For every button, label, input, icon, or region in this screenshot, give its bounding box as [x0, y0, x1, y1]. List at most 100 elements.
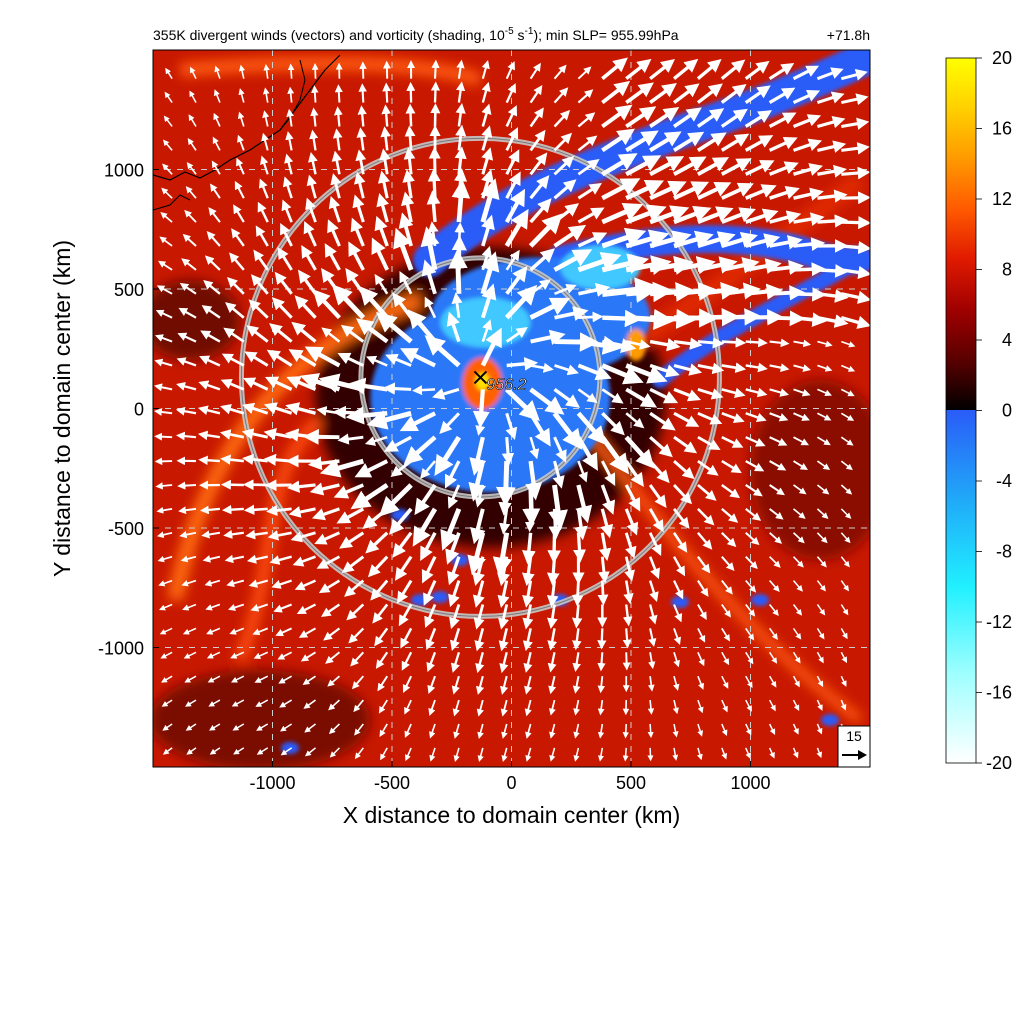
wind-vector — [156, 506, 173, 514]
wind-vector — [745, 337, 768, 348]
wind-vector — [697, 603, 707, 621]
wind-vector — [451, 179, 471, 223]
wind-vector — [601, 178, 641, 201]
wind-vector — [371, 237, 389, 271]
wind-vector — [186, 747, 197, 755]
wind-vector — [817, 264, 849, 278]
wind-vector — [793, 287, 827, 302]
wind-vector — [577, 182, 602, 200]
wind-vector — [840, 412, 855, 421]
wind-vector — [792, 138, 823, 152]
wind-vector — [156, 285, 173, 295]
y-tick-label: 1000 — [104, 161, 144, 181]
wind-vector — [649, 363, 680, 378]
wind-vector — [792, 627, 802, 640]
wind-vector — [648, 604, 658, 625]
wind-vector — [447, 484, 461, 509]
wind-vector — [366, 355, 388, 367]
wind-vector — [306, 174, 317, 199]
wind-vector — [505, 265, 528, 295]
wind-vector — [380, 747, 388, 761]
wind-vector — [792, 65, 820, 81]
wind-vector — [817, 388, 832, 397]
wind-vector — [793, 412, 810, 421]
wind-vector — [501, 437, 515, 466]
wind-vector — [382, 82, 391, 103]
wind-vector — [246, 325, 269, 343]
wind-vector — [575, 484, 593, 524]
wind-vector — [673, 387, 702, 402]
wind-vector — [816, 91, 845, 105]
wind-vector — [648, 484, 667, 509]
wind-vector — [841, 117, 870, 130]
wind-vector — [549, 723, 556, 739]
wind-vector — [744, 135, 774, 152]
wind-vector — [792, 651, 801, 664]
wind-vector — [452, 699, 460, 717]
wind-vector — [454, 222, 465, 247]
wind-vector — [285, 402, 316, 416]
wind-vector — [625, 130, 659, 153]
wind-vector — [424, 335, 461, 368]
wind-vector — [500, 675, 509, 695]
negative-spot — [431, 591, 449, 603]
wind-vector — [525, 747, 532, 762]
wind-vector — [529, 248, 556, 272]
wind-vector — [161, 187, 173, 199]
wind-vector — [399, 270, 413, 295]
wind-vector — [210, 183, 221, 199]
wind-vector — [649, 180, 687, 201]
wind-vector — [298, 627, 317, 638]
wind-vector — [553, 87, 569, 104]
y-tick-label: -500 — [108, 519, 144, 539]
wind-vector — [816, 651, 824, 664]
wind-vector — [696, 132, 727, 152]
wind-vector — [155, 309, 173, 319]
wind-vector — [720, 133, 750, 152]
wind-vector — [469, 436, 487, 476]
coastline-path — [153, 194, 191, 211]
wind-vector — [744, 60, 770, 80]
wind-vector — [412, 385, 436, 396]
wind-vector — [697, 256, 738, 274]
wind-vector — [817, 314, 849, 328]
wind-vector — [597, 699, 605, 716]
wind-vector — [697, 699, 704, 714]
wind-vector — [840, 532, 851, 544]
wind-vector — [333, 106, 343, 127]
wind-vector — [697, 459, 719, 476]
dark-region — [153, 280, 240, 360]
x-tick-label: 0 — [506, 773, 516, 793]
wind-vector — [745, 362, 768, 373]
wind-vector — [505, 249, 520, 271]
storm-center-x — [473, 370, 488, 385]
wind-vector — [622, 628, 632, 649]
wind-vector — [577, 112, 596, 128]
wind-vector — [374, 215, 389, 247]
wind-vector — [624, 508, 639, 536]
wind-vector — [817, 340, 833, 348]
wind-vector — [454, 168, 468, 199]
wind-vector — [817, 164, 847, 178]
wind-vector — [352, 194, 365, 223]
wind-vector — [673, 459, 695, 480]
wind-vector — [601, 57, 628, 81]
wind-vector — [421, 259, 437, 295]
wind-vector — [745, 460, 765, 472]
wind-vector — [721, 699, 728, 713]
wind-vector — [180, 555, 197, 563]
wind-vector — [279, 723, 293, 732]
wind-vector — [477, 747, 484, 763]
wind-vector — [673, 435, 698, 454]
wind-vector — [292, 555, 316, 567]
x-tick-label: 500 — [616, 773, 646, 793]
wind-vector — [300, 651, 317, 662]
wind-vector — [327, 675, 340, 687]
wind-vector — [577, 363, 612, 381]
wind-vector — [816, 556, 827, 568]
wind-vector — [523, 652, 533, 673]
wind-vector — [453, 723, 460, 739]
wind-vector — [267, 530, 292, 541]
wind-vector — [250, 274, 269, 295]
x-tick-label: 1000 — [730, 773, 770, 793]
